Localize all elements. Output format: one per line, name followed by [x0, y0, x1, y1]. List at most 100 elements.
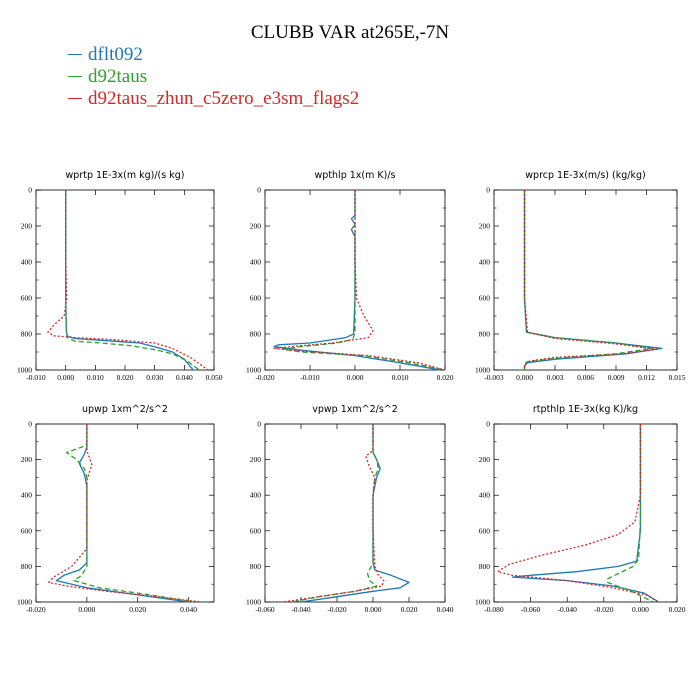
- y-tick-label: 0: [486, 186, 490, 195]
- x-tick-label: 0.006: [577, 373, 594, 382]
- x-tick-label: -0.010: [26, 373, 46, 382]
- y-tick-label: 1000: [246, 366, 261, 375]
- y-tick-label: 400: [250, 491, 262, 500]
- legend-item-dflt092: dflt092: [68, 44, 143, 66]
- x-tick-label: 0.010: [87, 373, 104, 382]
- y-tick-label: 400: [479, 491, 491, 500]
- x-tick-label: -0.020: [255, 373, 275, 382]
- x-tick-label: -0.020: [327, 605, 347, 614]
- x-tick-label: 0.020: [437, 373, 454, 382]
- y-tick-label: 200: [479, 455, 491, 464]
- y-tick-label: 200: [21, 455, 33, 464]
- y-tick-label: 1000: [475, 366, 490, 375]
- x-tick-label: 0.040: [180, 605, 197, 614]
- x-tick-label: 0.040: [176, 373, 193, 382]
- series-line-dflt092: [55, 424, 189, 603]
- y-tick-label: 800: [479, 562, 491, 571]
- x-tick-label: -0.020: [594, 605, 614, 614]
- y-tick-label: 600: [21, 294, 33, 303]
- legend-label: d92taus_zhun_c5zero_e3sm_flags2: [88, 88, 360, 109]
- y-tick-label: 800: [250, 562, 262, 571]
- x-tick-label: 0.050: [206, 373, 223, 382]
- legend-label: dflt092: [88, 44, 143, 65]
- series-line-d92taus: [65, 424, 194, 603]
- y-tick-label: 400: [21, 491, 33, 500]
- x-tick-label: 0.015: [669, 373, 686, 382]
- series-line-d92taus_zhun_c5zero_e3sm_flags2: [47, 190, 209, 371]
- y-tick-label: 600: [21, 526, 33, 535]
- y-tick-label: 800: [479, 330, 491, 339]
- series-line-d92taus_zhun_c5zero_e3sm_flags2: [48, 424, 202, 603]
- x-tick-label: -0.040: [558, 605, 578, 614]
- series-line-d92taus: [291, 424, 380, 603]
- series-line-d92taus_zhun_c5zero_e3sm_flags2: [497, 424, 660, 603]
- series-line-d92taus_zhun_c5zero_e3sm_flags2: [282, 424, 385, 603]
- x-tick-label: 0.000: [516, 373, 533, 382]
- x-tick-label: 0.000: [78, 605, 95, 614]
- panel-2: wpthlp 1x(m K)/s 0 200 400 600 800 1000-0.020 -…: [246, 170, 454, 382]
- x-tick-label: 0.009: [608, 373, 625, 382]
- y-tick-label: 400: [21, 258, 33, 267]
- y-tick-label: 400: [479, 258, 491, 267]
- x-tick-label: -0.010: [300, 373, 320, 382]
- legend-item-d92taus: d92taus: [68, 66, 147, 88]
- panel-title: upwp 1xm^2/s^2: [82, 404, 168, 415]
- x-tick-label: -0.060: [521, 605, 541, 614]
- panel-title: wpthlp 1x(m K)/s: [315, 170, 396, 181]
- series-line-d92taus: [523, 190, 653, 370]
- y-tick-label: 0: [257, 186, 261, 195]
- y-tick-label: 1000: [17, 598, 32, 607]
- y-tick-label: 200: [479, 222, 491, 231]
- y-tick-label: 0: [28, 186, 32, 195]
- y-tick-label: 200: [21, 222, 33, 231]
- y-tick-label: 800: [21, 562, 33, 571]
- x-tick-label: 0.000: [347, 373, 364, 382]
- y-tick-label: 600: [250, 526, 262, 535]
- y-tick-label: 600: [250, 294, 262, 303]
- y-tick-label: 0: [486, 420, 490, 429]
- x-tick-label: -0.080: [484, 605, 504, 614]
- x-tick-label: 0.020: [669, 605, 686, 614]
- x-tick-label: 0.020: [401, 605, 418, 614]
- series-line-dflt092: [523, 190, 663, 370]
- x-tick-label: 0.000: [365, 605, 382, 614]
- page-title: CLUBB VAR at265E,-7N: [250, 22, 450, 43]
- panel-4: upwp 1xm^2/s^2 0 200 400 600 800 1000-0.020 0.0…: [17, 404, 215, 614]
- panel-1: wprtp 1E-3x(m kg)/(s kg) 0 200 400 600 800 100…: [17, 170, 223, 382]
- y-tick-label: 0: [257, 420, 261, 429]
- legend-swatch: [68, 98, 82, 100]
- series-line-d92taus: [606, 424, 654, 603]
- axes-frame: [493, 189, 678, 371]
- panel-6: rtpthlp 1E-3x(kg K)/kg02004006008001000-…: [475, 404, 686, 614]
- panel-3: wprcp 1E-3x(m/s) (kg/kg) 0 200 400 600 800 100…: [475, 170, 686, 382]
- x-tick-label: -0.020: [26, 605, 46, 614]
- y-tick-label: 800: [250, 330, 262, 339]
- x-tick-label: -0.040: [291, 605, 311, 614]
- panel-5: vpwp 1xm^2/s^2 0 200 400 600 800 1000-0.060 -0.…: [246, 404, 454, 614]
- x-tick-label: 0.003: [547, 373, 564, 382]
- axes-frame: [35, 423, 215, 603]
- x-tick-label: 0.020: [129, 605, 146, 614]
- series-line-dflt092: [65, 190, 194, 371]
- legend-item-d92taus-zhun: d92taus_zhun_c5zero_e3sm_flags2: [68, 88, 359, 110]
- axes-frame: [35, 189, 215, 371]
- x-tick-label: 0.000: [632, 605, 649, 614]
- x-tick-label: 0.030: [146, 373, 163, 382]
- y-tick-label: 600: [479, 294, 491, 303]
- legend-label: d92taus: [88, 66, 148, 87]
- series-line-dflt092: [300, 424, 410, 603]
- legend-swatch: [68, 76, 82, 78]
- y-tick-label: 1000: [246, 598, 261, 607]
- x-tick-label: -0.060: [255, 605, 275, 614]
- x-tick-label: 0.020: [117, 373, 134, 382]
- y-tick-label: 200: [250, 222, 262, 231]
- series-line-d92taus_zhun_c5zero_e3sm_flags2: [523, 190, 658, 370]
- series-line-dflt092: [511, 424, 660, 603]
- panel-title: wprcp 1E-3x(m/s) (kg/kg): [525, 170, 645, 181]
- y-tick-label: 400: [250, 258, 262, 267]
- y-tick-label: 800: [21, 330, 33, 339]
- x-tick-label: -0.003: [484, 373, 504, 382]
- y-tick-label: 1000: [17, 366, 32, 375]
- x-tick-label: 0.010: [392, 373, 409, 382]
